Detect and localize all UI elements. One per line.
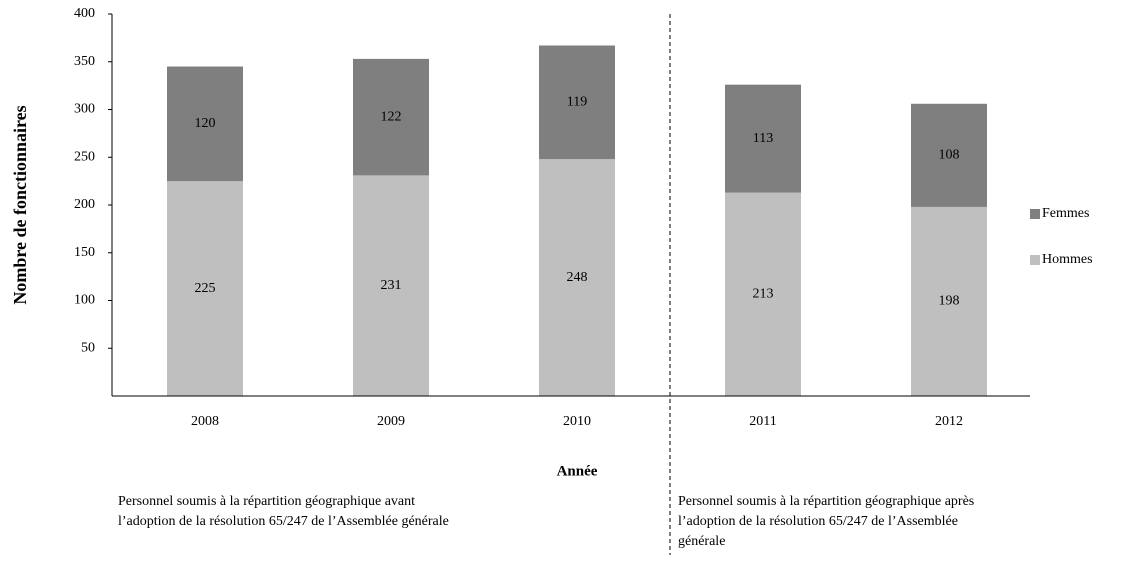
bar-segment <box>911 206 987 396</box>
annotation: générale <box>678 534 725 549</box>
annotation: l’adoption de la résolution 65/247 de l’… <box>118 514 449 529</box>
y-tick-label: 200 <box>74 197 95 212</box>
data-label: 248 <box>567 270 588 285</box>
y-tick-label: 100 <box>74 293 95 308</box>
data-label: 108 <box>939 148 960 163</box>
bar-segment <box>539 45 615 160</box>
bar-segment <box>539 159 615 396</box>
bar-segment <box>353 175 429 396</box>
legend-swatch <box>1030 255 1040 265</box>
y-tick-label: 250 <box>74 149 95 164</box>
bar-segment <box>353 58 429 176</box>
bar-segment <box>167 181 243 396</box>
y-tick-label: 50 <box>81 340 95 355</box>
legend-label: Femmes <box>1042 206 1089 221</box>
data-label: 122 <box>381 109 402 124</box>
data-label: 213 <box>753 287 774 302</box>
legend-label: Hommes <box>1042 252 1093 267</box>
x-tick-label: 2009 <box>377 414 405 429</box>
data-label: 113 <box>753 131 773 146</box>
bar-segment <box>725 84 801 193</box>
data-label: 120 <box>195 116 216 131</box>
y-tick-label: 150 <box>74 245 95 260</box>
y-tick-label: 300 <box>74 102 95 117</box>
x-tick-label: 2008 <box>191 414 219 429</box>
y-tick-label: 400 <box>74 6 95 21</box>
x-tick-label: 2012 <box>935 414 963 429</box>
annotation: Personnel soumis à la répartition géogra… <box>118 494 415 509</box>
x-tick-label: 2010 <box>563 414 591 429</box>
x-tick-label: 2011 <box>749 414 776 429</box>
bar-segment <box>911 103 987 207</box>
data-label: 119 <box>567 95 587 110</box>
annotation: Personnel soumis à la répartition géogra… <box>678 494 974 509</box>
y-tick-label: 350 <box>74 54 95 69</box>
bar-segment <box>167 66 243 182</box>
data-label: 198 <box>939 294 960 309</box>
y-axis-label: Nombre de fonctionnaires <box>10 105 30 304</box>
x-axis-label: Année <box>557 463 598 479</box>
bar-segment <box>725 192 801 396</box>
annotation: l’adoption de la résolution 65/247 de l’… <box>678 514 958 529</box>
data-label: 225 <box>195 281 216 296</box>
data-label: 231 <box>381 278 402 293</box>
legend-swatch <box>1030 209 1040 219</box>
